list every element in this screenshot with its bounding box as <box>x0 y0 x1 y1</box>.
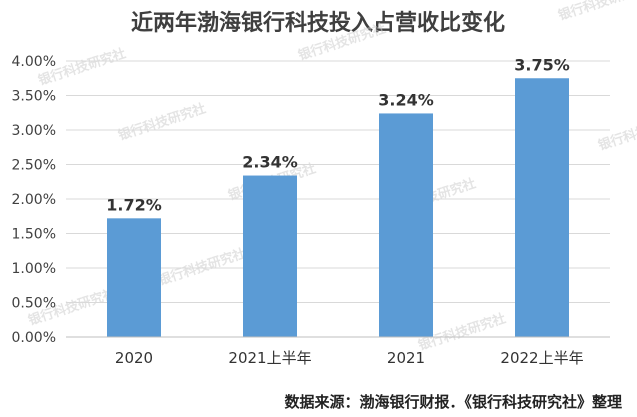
bar <box>243 175 297 337</box>
bar-value-label: 2.34% <box>242 153 298 172</box>
bar-value-label: 3.75% <box>514 55 570 74</box>
x-category-label: 2021 <box>387 349 425 367</box>
y-tick-label: 1.00% <box>12 261 56 277</box>
bar-value-label: 1.72% <box>106 195 162 214</box>
y-tick-label: 2.50% <box>12 158 56 174</box>
bar <box>379 113 433 337</box>
source-note: 数据来源：渤海银行财报．《银行科技研究社》整理 <box>284 393 622 411</box>
y-tick-label: 0.50% <box>12 296 56 312</box>
y-tick-label: 0.00% <box>12 330 56 346</box>
bar-value-label: 3.24% <box>378 90 434 109</box>
watermark-text: 银行科技研究社 <box>556 0 637 24</box>
watermark-text: 银行科技研究社 <box>116 100 208 143</box>
x-axis-categories: 2020 2021上半年 2021 2022上半年 <box>115 349 584 367</box>
x-category-label: 2022上半年 <box>500 349 583 367</box>
y-tick-label: 1.50% <box>12 227 56 243</box>
bar <box>107 218 161 337</box>
watermark-text: 银行科技研究社 <box>596 110 637 153</box>
x-category-label: 2021上半年 <box>228 349 311 367</box>
bars <box>107 78 569 337</box>
chart-title: 近两年渤海银行科技投入占营收比变化 <box>131 10 505 36</box>
y-axis-ticks: 0.00% 0.50% 1.00% 1.50% 2.00% 2.50% 3.00% 3.50%… <box>12 54 56 346</box>
data-labels: 1.72% 2.34% 3.24% 3.75% <box>106 55 570 214</box>
bar <box>515 78 569 337</box>
y-tick-label: 3.00% <box>12 123 56 139</box>
x-category-label: 2020 <box>115 349 153 367</box>
watermark-text: 银行科技研究社 <box>156 245 248 288</box>
y-tick-label: 3.50% <box>12 89 56 105</box>
y-tick-label: 2.00% <box>12 192 56 208</box>
y-tick-label: 4.00% <box>12 54 56 70</box>
